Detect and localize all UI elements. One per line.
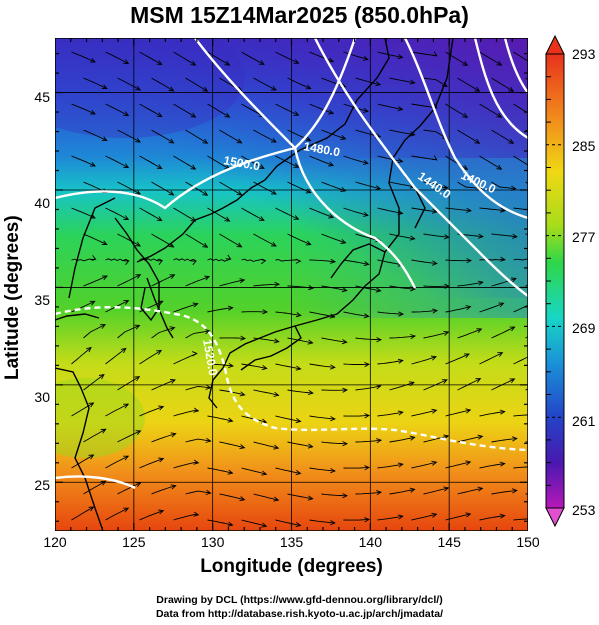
x-tick-label: 120	[43, 534, 66, 550]
colorbar-top-arrow	[546, 36, 564, 54]
colorbar-tick-label: 261	[572, 413, 595, 429]
y-tick-label: 30	[22, 389, 50, 405]
colorbar-bottom-arrow	[546, 508, 564, 526]
colorbar-tick-label: 277	[572, 229, 595, 245]
x-tick-label: 130	[201, 534, 224, 550]
streamline	[344, 364, 370, 365]
credit-line-2: Data from http://database.rish.kyoto-u.a…	[0, 608, 599, 620]
colorbar-tick-label: 285	[572, 138, 595, 154]
x-tick-label: 135	[280, 534, 303, 550]
y-tick-label: 35	[22, 292, 50, 308]
credit-line-1: Drawing by DCL (https://www.gfd-dennou.o…	[0, 594, 599, 606]
y-tick-label: 25	[22, 477, 50, 493]
colorbar	[538, 34, 572, 534]
x-tick-label: 150	[516, 534, 539, 550]
y-axis-label: Latitude (degrees)	[2, 215, 24, 380]
map-title: MSM 15Z14Mar2025 (850.0hPa)	[0, 2, 599, 29]
colorbar-tick-label: 269	[572, 320, 595, 336]
colorbar-tick-label: 293	[572, 46, 595, 62]
x-tick-label: 140	[359, 534, 382, 550]
map-plot: 1500.0 1480.0 1440.0 1400.0 1520.0	[55, 38, 528, 531]
x-tick-label: 125	[122, 534, 145, 550]
colorbar-tick-label: 253	[572, 502, 595, 518]
x-tick-label: 145	[438, 534, 461, 550]
y-tick-label: 45	[22, 89, 50, 105]
y-tick-label: 40	[22, 195, 50, 211]
x-axis-label: Longitude (degrees)	[55, 556, 528, 578]
